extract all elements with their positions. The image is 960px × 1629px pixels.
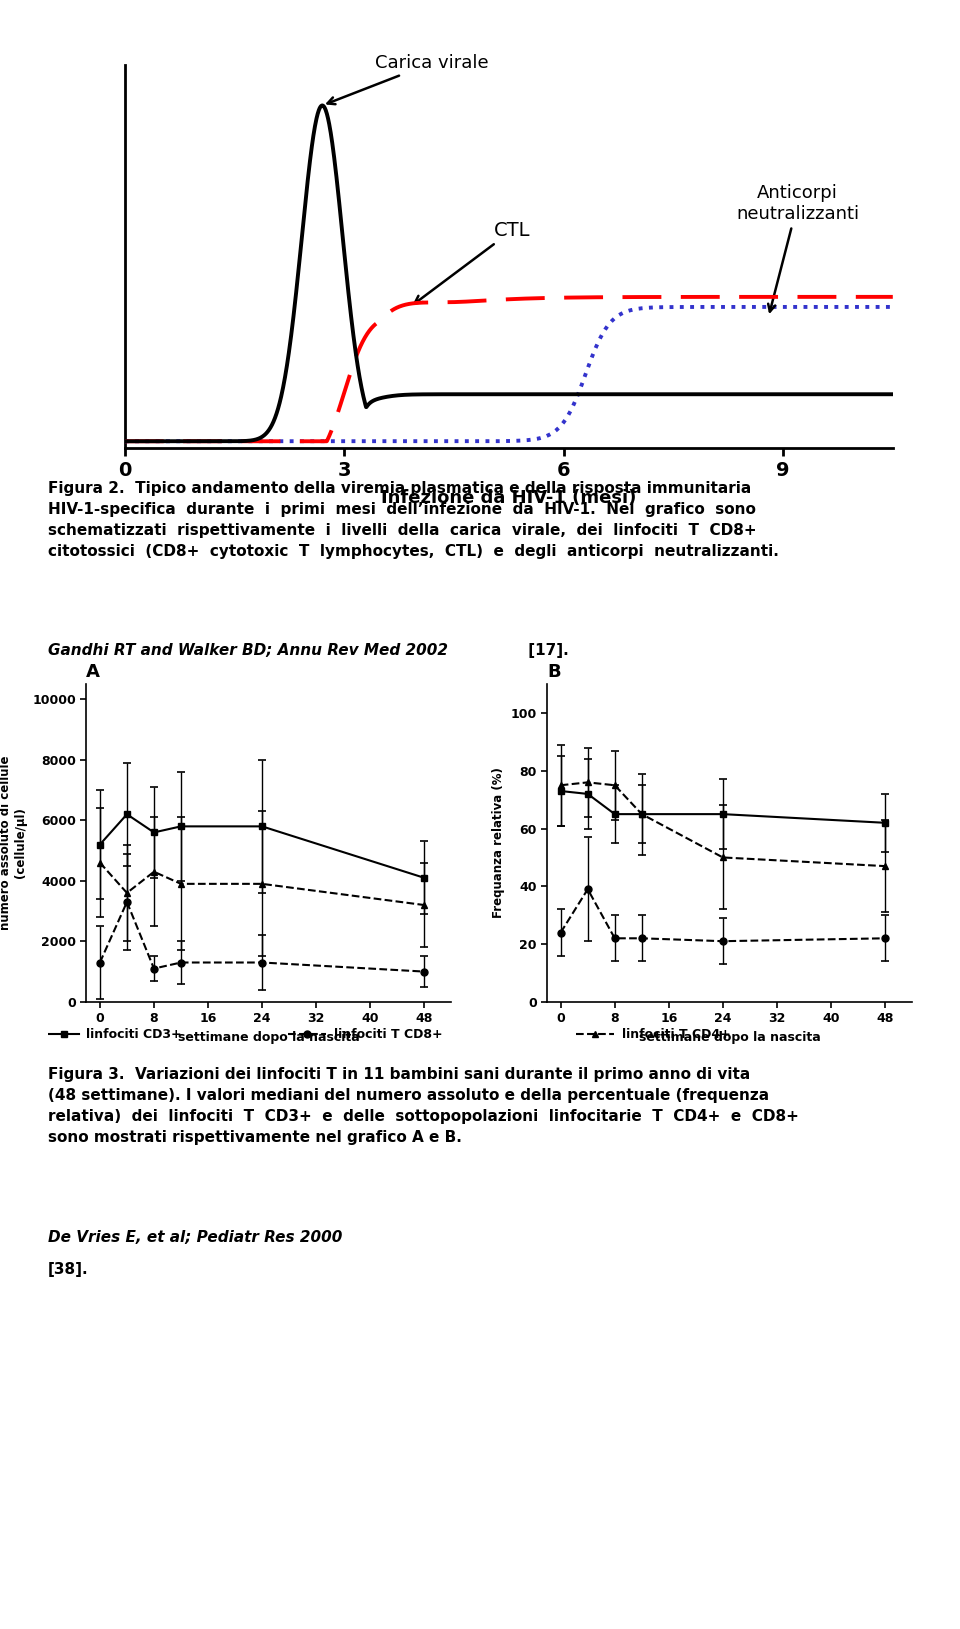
Text: linfociti CD3+: linfociti CD3+ bbox=[86, 1028, 181, 1041]
Text: CTL: CTL bbox=[415, 222, 531, 303]
Text: B: B bbox=[547, 663, 561, 681]
Y-axis label: Frequanza relativa (%): Frequanza relativa (%) bbox=[492, 767, 505, 919]
Text: De Vries E, et al; Pediatr Res 2000: De Vries E, et al; Pediatr Res 2000 bbox=[48, 1230, 343, 1245]
Text: Carica virale: Carica virale bbox=[327, 54, 489, 104]
Text: [17].: [17]. bbox=[523, 643, 569, 658]
Text: [38].: [38]. bbox=[48, 1262, 88, 1277]
Text: A: A bbox=[86, 663, 100, 681]
Text: Anticorpi
neutralizzanti: Anticorpi neutralizzanti bbox=[736, 184, 859, 311]
Text: Gandhi RT and Walker BD; Annu Rev Med 2002: Gandhi RT and Walker BD; Annu Rev Med 20… bbox=[48, 643, 448, 658]
X-axis label: settimane dopo la nascita: settimane dopo la nascita bbox=[638, 1031, 821, 1044]
Text: linfociti T CD4+: linfociti T CD4+ bbox=[622, 1028, 732, 1041]
Text: Figura 3.  Variazioni dei linfociti T in 11 bambini sani durante il primo anno d: Figura 3. Variazioni dei linfociti T in … bbox=[48, 1067, 799, 1145]
X-axis label: Infezione da HIV-1 (mesi): Infezione da HIV-1 (mesi) bbox=[381, 489, 636, 507]
Text: linfociti T CD8+: linfociti T CD8+ bbox=[334, 1028, 444, 1041]
Text: Figura 2.  Tipico andamento della viremia plasmatica e della risposta immunitari: Figura 2. Tipico andamento della viremia… bbox=[48, 481, 779, 559]
Y-axis label: numero assoluto di cellule
(cellule/µl): numero assoluto di cellule (cellule/µl) bbox=[0, 756, 27, 930]
X-axis label: settimane dopo la nascita: settimane dopo la nascita bbox=[178, 1031, 360, 1044]
